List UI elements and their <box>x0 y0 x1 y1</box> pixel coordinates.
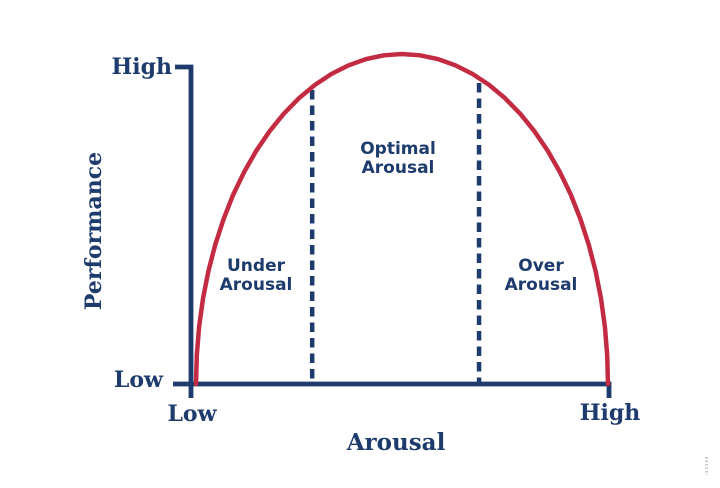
annotation-under-arousal: Under Arousal <box>220 257 293 294</box>
annotation-optimal-arousal: Optimal Arousal <box>360 140 436 177</box>
region-boundary-dashed-lines <box>309 83 482 382</box>
y-axis-title-text: Performance <box>81 151 107 311</box>
annotation-over-arousal: Over Arousal <box>505 257 578 294</box>
y-axis-tick-label-low: Low <box>113 367 163 393</box>
y-axis-title: Performance <box>81 152 252 310</box>
annotation-optimal-line2: Arousal <box>361 157 435 178</box>
y-axis-tick-label-high: High <box>111 54 172 80</box>
annotation-under-line2: Arousal <box>219 274 293 295</box>
annotation-optimal-line1: Optimal <box>360 139 436 159</box>
annotation-over-line1: Over <box>518 256 564 276</box>
annotation-under-line1: Under <box>227 256 285 276</box>
y-axis <box>175 64 194 398</box>
x-axis-tick-label-low: Low <box>167 401 217 427</box>
annotation-over-line2: Arousal <box>504 274 578 295</box>
x-axis <box>173 381 612 398</box>
x-axis-tick-label-high: High <box>579 400 641 426</box>
performance-curve <box>193 51 611 387</box>
x-axis-title: Arousal <box>346 429 446 456</box>
watermark <box>705 457 708 475</box>
